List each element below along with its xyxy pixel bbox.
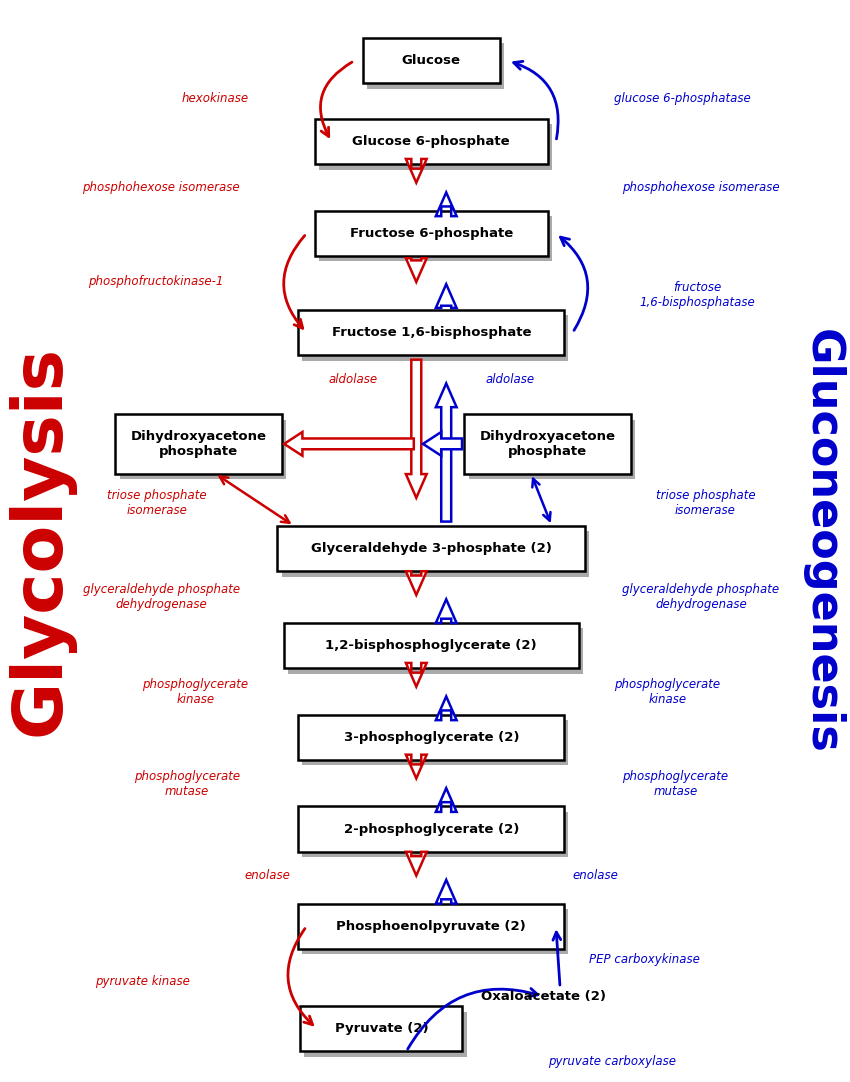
FancyBboxPatch shape	[304, 1012, 467, 1057]
Text: Oxaloacetate (2): Oxaloacetate (2)	[481, 990, 606, 1003]
Text: triose phosphate
isomerase: triose phosphate isomerase	[107, 489, 207, 517]
Polygon shape	[284, 432, 414, 456]
Polygon shape	[436, 788, 456, 812]
FancyBboxPatch shape	[284, 623, 579, 669]
Polygon shape	[436, 697, 456, 721]
Text: phosphofructokinase-1: phosphofructokinase-1	[88, 276, 224, 289]
FancyBboxPatch shape	[120, 420, 286, 479]
FancyBboxPatch shape	[363, 38, 500, 83]
Text: pyruvate carboxylase: pyruvate carboxylase	[547, 1055, 676, 1068]
Polygon shape	[436, 599, 456, 623]
Text: Glyceraldehyde 3-phosphate (2): Glyceraldehyde 3-phosphate (2)	[311, 542, 552, 555]
FancyBboxPatch shape	[298, 903, 564, 949]
Text: Glucose 6-phosphate: Glucose 6-phosphate	[353, 135, 510, 148]
FancyBboxPatch shape	[367, 43, 504, 89]
FancyBboxPatch shape	[116, 414, 281, 474]
Text: Fructose 6-phosphate: Fructose 6-phosphate	[349, 227, 513, 240]
FancyBboxPatch shape	[314, 119, 547, 164]
Text: enolase: enolase	[244, 869, 290, 882]
Text: 2-phosphoglycerate (2): 2-phosphoglycerate (2)	[343, 822, 519, 835]
Polygon shape	[406, 571, 427, 595]
Text: hexokinase: hexokinase	[181, 92, 248, 105]
Text: glucose 6-phosphatase: glucose 6-phosphatase	[614, 92, 751, 105]
Text: Fructose 1,6-bisphosphate: Fructose 1,6-bisphosphate	[332, 326, 531, 340]
Text: enolase: enolase	[573, 869, 619, 882]
Polygon shape	[436, 193, 456, 216]
Text: Glycolysis: Glycolysis	[7, 345, 75, 737]
Text: phosphoglycerate
mutase: phosphoglycerate mutase	[134, 769, 240, 797]
FancyBboxPatch shape	[288, 629, 583, 674]
Text: aldolase: aldolase	[485, 372, 535, 385]
Polygon shape	[436, 880, 456, 903]
Text: Glucose: Glucose	[402, 54, 461, 67]
Text: phosphohexose isomerase: phosphohexose isomerase	[82, 181, 240, 194]
FancyBboxPatch shape	[319, 124, 552, 170]
Polygon shape	[436, 285, 456, 308]
Text: Dihydroxyacetone
phosphate: Dihydroxyacetone phosphate	[131, 430, 267, 458]
Text: Pyruvate (2): Pyruvate (2)	[335, 1022, 428, 1035]
Polygon shape	[406, 663, 427, 687]
Text: triose phosphate
isomerase: triose phosphate isomerase	[655, 489, 756, 517]
Polygon shape	[436, 383, 456, 522]
Text: phosphoglycerate
kinase: phosphoglycerate kinase	[614, 678, 720, 707]
Polygon shape	[406, 159, 427, 183]
FancyBboxPatch shape	[277, 526, 585, 571]
Text: phosphoglycerate
mutase: phosphoglycerate mutase	[622, 769, 728, 797]
Text: 1,2-bisphosphoglycerate (2): 1,2-bisphosphoglycerate (2)	[326, 639, 537, 652]
Text: glyceraldehyde phosphate
dehydrogenase: glyceraldehyde phosphate dehydrogenase	[622, 583, 779, 611]
Polygon shape	[406, 359, 427, 498]
Text: Gluconeogenesis: Gluconeogenesis	[801, 329, 843, 753]
FancyBboxPatch shape	[281, 531, 589, 577]
Text: fructose
1,6-bisphosphatase: fructose 1,6-bisphosphatase	[639, 281, 755, 309]
FancyBboxPatch shape	[303, 721, 569, 765]
Text: aldolase: aldolase	[328, 372, 377, 385]
FancyBboxPatch shape	[314, 211, 547, 256]
Polygon shape	[406, 259, 427, 282]
FancyBboxPatch shape	[300, 1006, 462, 1052]
FancyBboxPatch shape	[319, 216, 552, 262]
Polygon shape	[423, 432, 462, 456]
Text: phosphohexose isomerase: phosphohexose isomerase	[622, 181, 780, 194]
Text: phosphoglycerate
kinase: phosphoglycerate kinase	[142, 678, 248, 707]
FancyBboxPatch shape	[298, 311, 564, 355]
FancyBboxPatch shape	[298, 806, 564, 852]
Text: Phosphoenolpyruvate (2): Phosphoenolpyruvate (2)	[337, 920, 526, 933]
Text: 3-phosphoglycerate (2): 3-phosphoglycerate (2)	[343, 731, 519, 744]
FancyBboxPatch shape	[303, 909, 569, 954]
Polygon shape	[406, 754, 427, 778]
Polygon shape	[406, 852, 427, 875]
Text: pyruvate kinase: pyruvate kinase	[95, 975, 190, 988]
Text: glyceraldehyde phosphate
dehydrogenase: glyceraldehyde phosphate dehydrogenase	[83, 583, 240, 611]
Text: Dihydroxyacetone
phosphate: Dihydroxyacetone phosphate	[479, 430, 615, 458]
Text: PEP carboxykinase: PEP carboxykinase	[589, 953, 700, 966]
FancyBboxPatch shape	[303, 316, 569, 360]
FancyBboxPatch shape	[303, 812, 569, 857]
FancyBboxPatch shape	[468, 420, 635, 479]
FancyBboxPatch shape	[464, 414, 631, 474]
FancyBboxPatch shape	[298, 715, 564, 760]
